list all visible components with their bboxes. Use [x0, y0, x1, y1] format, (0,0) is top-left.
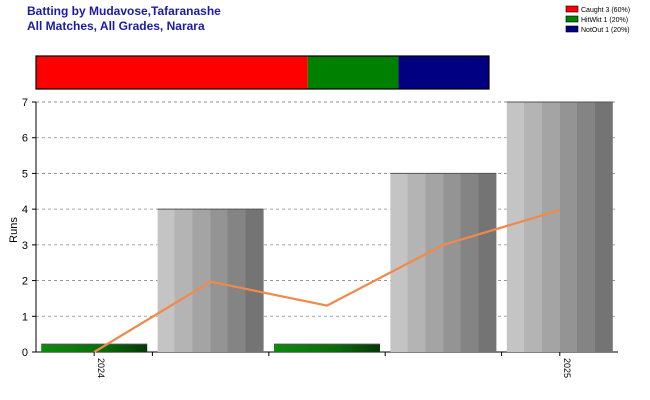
x-tick-label-2025: 2025 [562, 358, 572, 378]
bar-3 [390, 173, 497, 352]
y-tick-label-4: 4 [22, 204, 28, 216]
y-tick-label-3: 3 [22, 240, 28, 252]
trend-line [93, 209, 561, 353]
legend-label-2: NotOut 1 (20%) [581, 27, 630, 34]
dismissal-segment-hitwkt [307, 56, 399, 89]
y-tick-label-5: 5 [22, 168, 28, 180]
chart-title-line-1: Batting by Mudavose,Tafaranashe [27, 4, 221, 18]
y-tick-label-1: 1 [22, 311, 28, 323]
dismissal-segment-caught [36, 56, 308, 89]
y-axis-label: Runs [8, 217, 20, 243]
y-tick-label-6: 6 [22, 133, 28, 145]
legend-label-0: Caught 3 (60%) [581, 7, 630, 14]
bar-4 [506, 102, 613, 352]
bar-0 [41, 344, 148, 352]
bar-2 [274, 344, 380, 352]
legend: Caught 3 (60%) HitWkt 1 (20%) NotOut 1 (20… [565, 5, 630, 34]
bars [41, 101, 613, 352]
legend-swatch-1 [565, 15, 579, 23]
legend-label-1: HitWkt 1 (20%) [581, 17, 628, 24]
chart-title-line-2: All Matches, All Grades, Narara [27, 19, 205, 33]
dismissal-proportion-bar [35, 55, 490, 90]
y-tick-label-7: 7 [22, 97, 28, 109]
y-tick-label-0: 0 [22, 347, 28, 359]
dismissal-segment-notout [398, 56, 489, 89]
x-tick-label-2024: 2024 [96, 358, 106, 378]
dismissal-bar-border [35, 55, 490, 90]
legend-swatch-2 [565, 25, 579, 33]
grid [36, 101, 618, 317]
y-tick-label-2: 2 [22, 276, 28, 288]
legend-swatch-0 [565, 5, 579, 13]
trend-line-group [93, 209, 561, 353]
